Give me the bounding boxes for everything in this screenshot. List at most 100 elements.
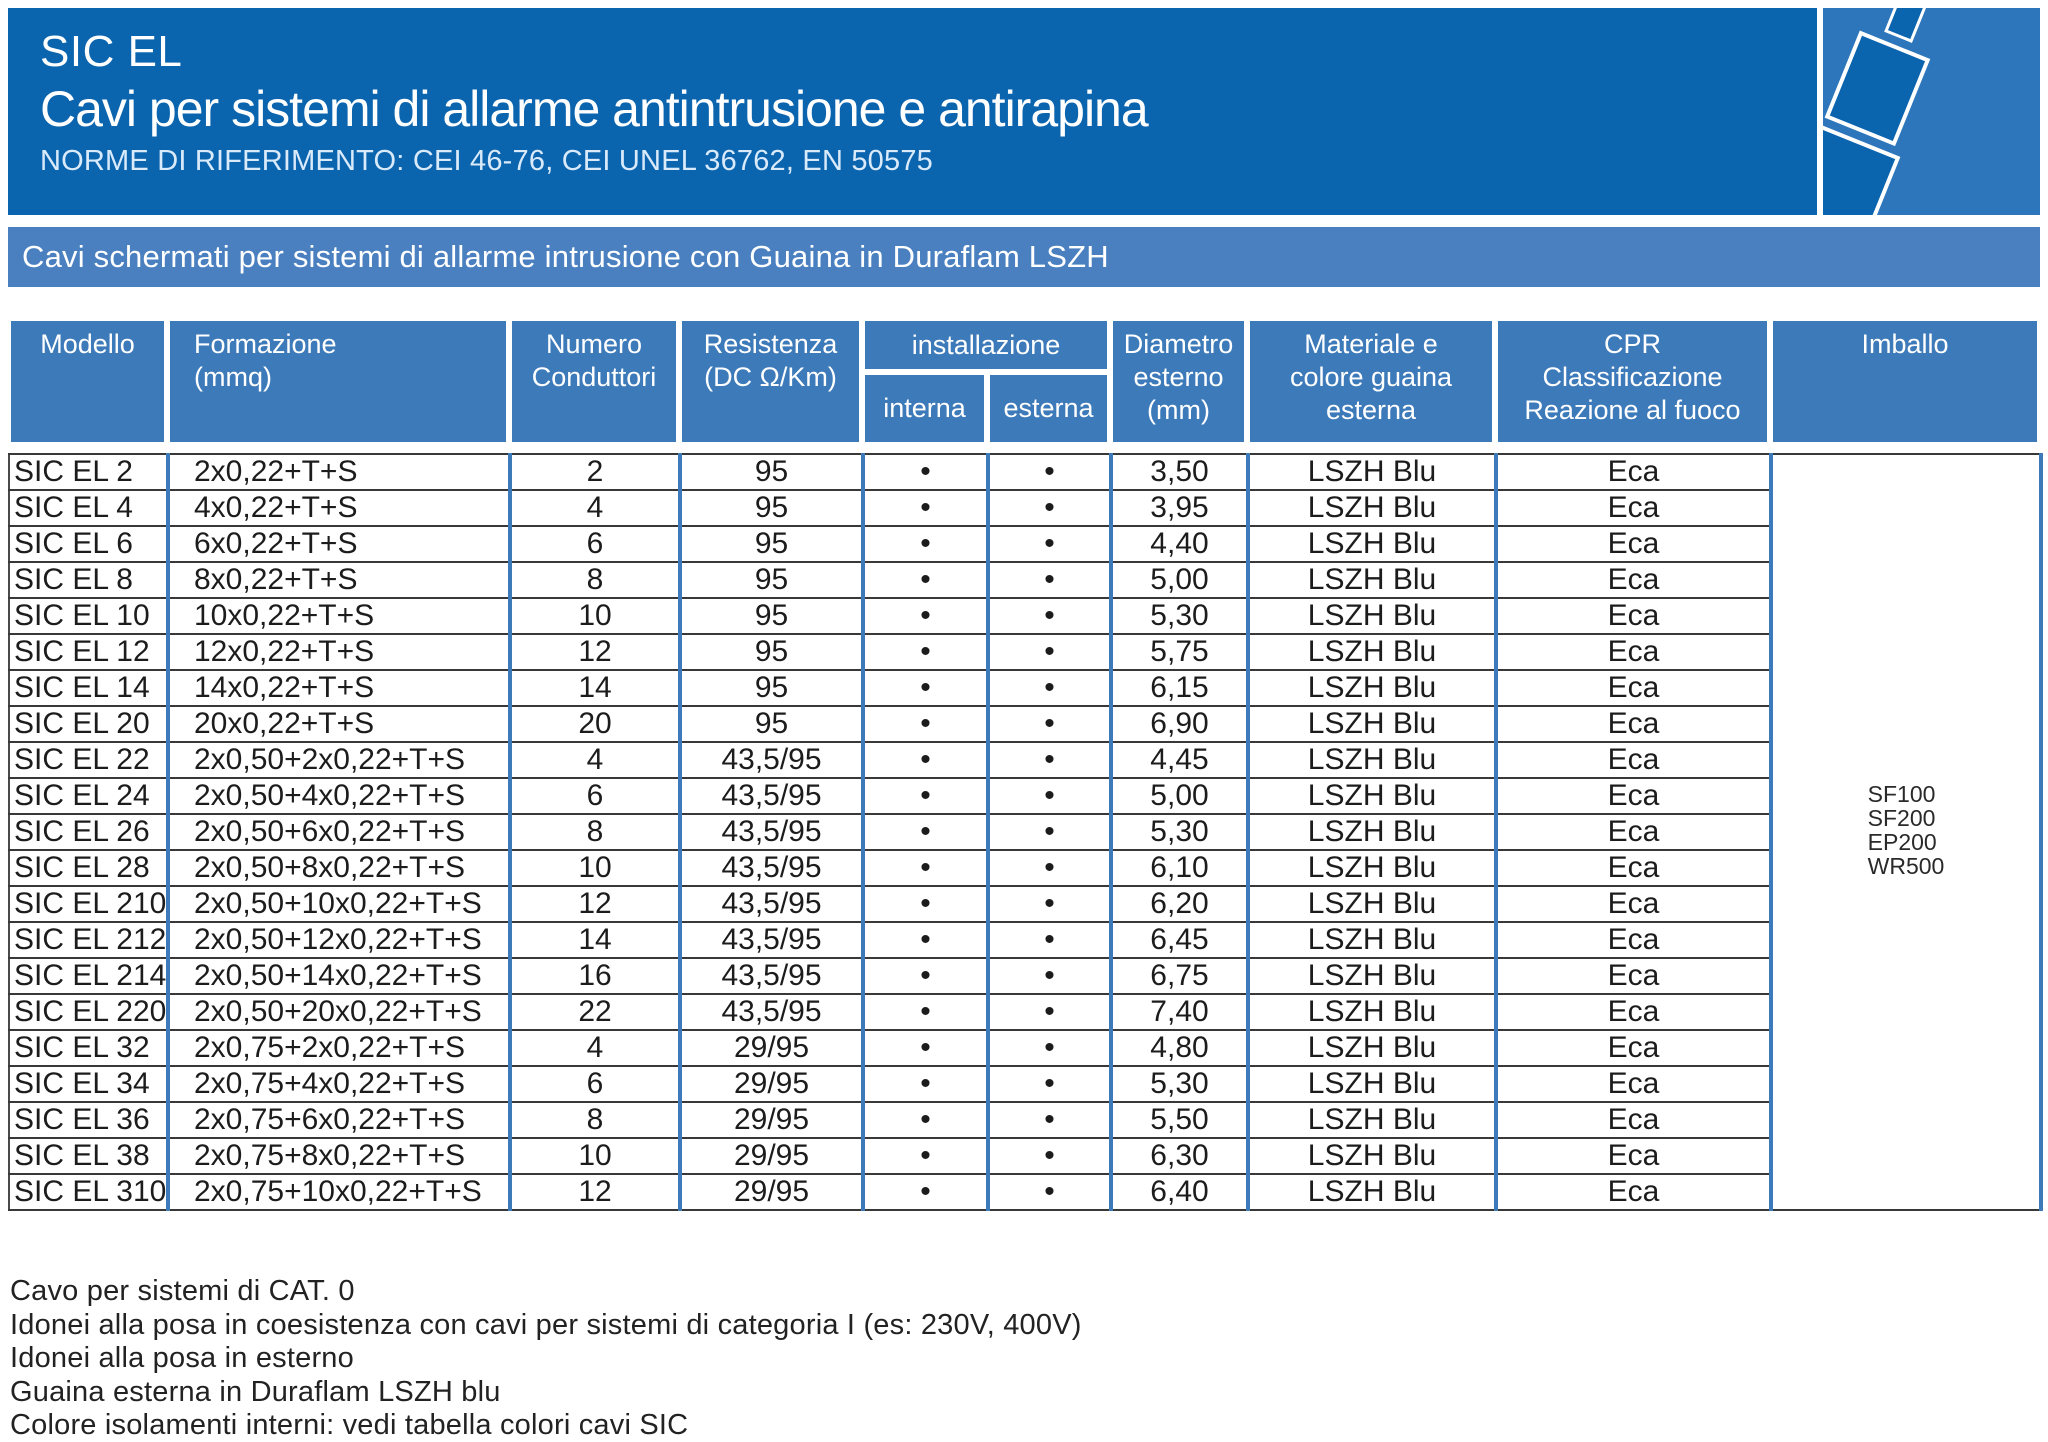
- materiale-cell: LSZH Blu: [1246, 1174, 1496, 1211]
- page-title: SIC EL: [40, 27, 183, 76]
- interna-dot-cell: •: [861, 994, 988, 1031]
- cpr-cell: Eca: [1494, 598, 1771, 635]
- conduttori-cell: 12: [508, 1174, 680, 1211]
- materiale-cell: LSZH Blu: [1246, 994, 1496, 1031]
- cpr-cell: Eca: [1494, 706, 1771, 743]
- table-row: SIC EL 32 2x0,75+2x0,22+T+S 4 29/95 • • …: [8, 1030, 2041, 1067]
- interna-dot-cell: •: [861, 1138, 988, 1175]
- esterna-dot-cell: •: [986, 1066, 1111, 1103]
- materiale-cell: LSZH Blu: [1246, 453, 1496, 491]
- table-row: SIC EL 210 2x0,50+10x0,22+T+S 12 43,5/95…: [8, 886, 2041, 923]
- formazione-cell: 2x0,75+8x0,22+T+S: [166, 1138, 510, 1175]
- materiale-cell: LSZH Blu: [1246, 1030, 1496, 1067]
- modello-cell: SIC EL 14: [8, 670, 168, 707]
- cpr-cell: Eca: [1494, 958, 1771, 995]
- diametro-cell: 6,90: [1109, 706, 1248, 743]
- imballo-value: SF200: [1867, 805, 1936, 831]
- modello-cell: SIC EL 36: [8, 1102, 168, 1139]
- cpr-cell: Eca: [1494, 778, 1771, 815]
- conduttori-cell: 8: [508, 814, 680, 851]
- interna-dot-cell: •: [861, 526, 988, 563]
- modello-cell: SIC EL 220: [8, 994, 168, 1031]
- cable-pin-icon: [1884, 8, 1936, 43]
- esterna-dot-cell: •: [986, 1030, 1111, 1067]
- diametro-cell: 6,45: [1109, 922, 1248, 959]
- formazione-cell: 2x0,50+10x0,22+T+S: [166, 886, 510, 923]
- formazione-cell: 2x0,50+2x0,22+T+S: [166, 742, 510, 779]
- resistenza-cell: 95: [678, 670, 863, 707]
- esterna-dot-cell: •: [986, 706, 1111, 743]
- interna-dot-cell: •: [861, 742, 988, 779]
- materiale-cell: LSZH Blu: [1246, 742, 1496, 779]
- resistenza-cell: 43,5/95: [678, 742, 863, 779]
- table-row: SIC EL 26 2x0,50+6x0,22+T+S 8 43,5/95 • …: [8, 814, 2041, 851]
- resistenza-cell: 95: [678, 562, 863, 599]
- conduttori-cell: 12: [508, 886, 680, 923]
- modello-cell: SIC EL 310: [8, 1174, 168, 1211]
- cable-graphic: [1823, 8, 1966, 215]
- formazione-cell: 2x0,75+4x0,22+T+S: [166, 1066, 510, 1103]
- esterna-dot-cell: •: [986, 814, 1111, 851]
- conduttori-cell: 22: [508, 994, 680, 1031]
- conduttori-cell: 12: [508, 634, 680, 671]
- resistenza-cell: 95: [678, 634, 863, 671]
- diametro-cell: 6,15: [1109, 670, 1248, 707]
- page-subtitle: Cavi per sistemi di allarme antintrusion…: [40, 81, 1149, 137]
- conduttori-cell: 4: [508, 1030, 680, 1067]
- conduttori-cell: 4: [508, 742, 680, 779]
- formazione-cell: 14x0,22+T+S: [166, 670, 510, 707]
- esterna-dot-cell: •: [986, 1102, 1111, 1139]
- materiale-cell: LSZH Blu: [1246, 778, 1496, 815]
- conduttori-cell: 10: [508, 850, 680, 887]
- cpr-cell: Eca: [1494, 670, 1771, 707]
- interna-dot-cell: •: [861, 886, 988, 923]
- conduttori-cell: 14: [508, 922, 680, 959]
- modello-cell: SIC EL 28: [8, 850, 168, 887]
- cpr-cell: Eca: [1494, 1138, 1771, 1175]
- interna-dot-cell: •: [861, 1174, 988, 1211]
- resistenza-cell: 29/95: [678, 1174, 863, 1211]
- materiale-cell: LSZH Blu: [1246, 670, 1496, 707]
- note-line: Colore isolamenti interni: vedi tabella …: [10, 1409, 689, 1441]
- esterna-dot-cell: •: [986, 922, 1111, 959]
- modello-cell: SIC EL 4: [8, 490, 168, 527]
- cpr-cell: Eca: [1494, 922, 1771, 959]
- table-body: SIC EL 2 2x0,22+T+S 2 95 • • 3,50 LSZH B…: [8, 453, 2043, 1211]
- table-row: SIC EL 36 2x0,75+6x0,22+T+S 8 29/95 • • …: [8, 1102, 2041, 1139]
- imballo-value: SF100: [1867, 781, 1936, 807]
- formazione-cell: 2x0,50+12x0,22+T+S: [166, 922, 510, 959]
- esterna-dot-cell: •: [986, 1174, 1111, 1211]
- conduttori-cell: 8: [508, 562, 680, 599]
- cpr-cell: Eca: [1494, 994, 1771, 1031]
- esterna-dot-cell: •: [986, 526, 1111, 563]
- diametro-cell: 5,00: [1109, 562, 1248, 599]
- resistenza-cell: 95: [678, 706, 863, 743]
- table-row: SIC EL 310 2x0,75+10x0,22+T+S 12 29/95 •…: [8, 1174, 2041, 1211]
- diametro-cell: 5,50: [1109, 1102, 1248, 1139]
- interna-dot-cell: •: [861, 1102, 988, 1139]
- table-row: SIC EL 20 20x0,22+T+S 20 95 • • 6,90 LSZ…: [8, 706, 2041, 743]
- formazione-cell: 2x0,50+6x0,22+T+S: [166, 814, 510, 851]
- table-row: SIC EL 212 2x0,50+12x0,22+T+S 14 43,5/95…: [8, 922, 2041, 959]
- esterna-dot-cell: •: [986, 490, 1111, 527]
- formazione-cell: 12x0,22+T+S: [166, 634, 510, 671]
- materiale-cell: LSZH Blu: [1246, 634, 1496, 671]
- formazione-cell: 8x0,22+T+S: [166, 562, 510, 599]
- materiale-cell: LSZH Blu: [1246, 1066, 1496, 1103]
- interna-dot-cell: •: [861, 814, 988, 851]
- esterna-dot-cell: •: [986, 453, 1111, 491]
- interna-dot-cell: •: [861, 1030, 988, 1067]
- conduttori-cell: 4: [508, 490, 680, 527]
- col-header-cpr: CPR Classificazione Reazione al fuoco: [1495, 318, 1770, 445]
- formazione-cell: 2x0,75+2x0,22+T+S: [166, 1030, 510, 1067]
- interna-dot-cell: •: [861, 778, 988, 815]
- esterna-dot-cell: •: [986, 742, 1111, 779]
- interna-dot-cell: •: [861, 706, 988, 743]
- col-header-diametro: Diametro esterno (mm): [1110, 318, 1247, 445]
- resistenza-cell: 43,5/95: [678, 850, 863, 887]
- resistenza-cell: 43,5/95: [678, 778, 863, 815]
- esterna-dot-cell: •: [986, 598, 1111, 635]
- formazione-cell: 2x0,75+6x0,22+T+S: [166, 1102, 510, 1139]
- cpr-cell: Eca: [1494, 742, 1771, 779]
- table-row: SIC EL 22 2x0,50+2x0,22+T+S 4 43,5/95 • …: [8, 742, 2041, 779]
